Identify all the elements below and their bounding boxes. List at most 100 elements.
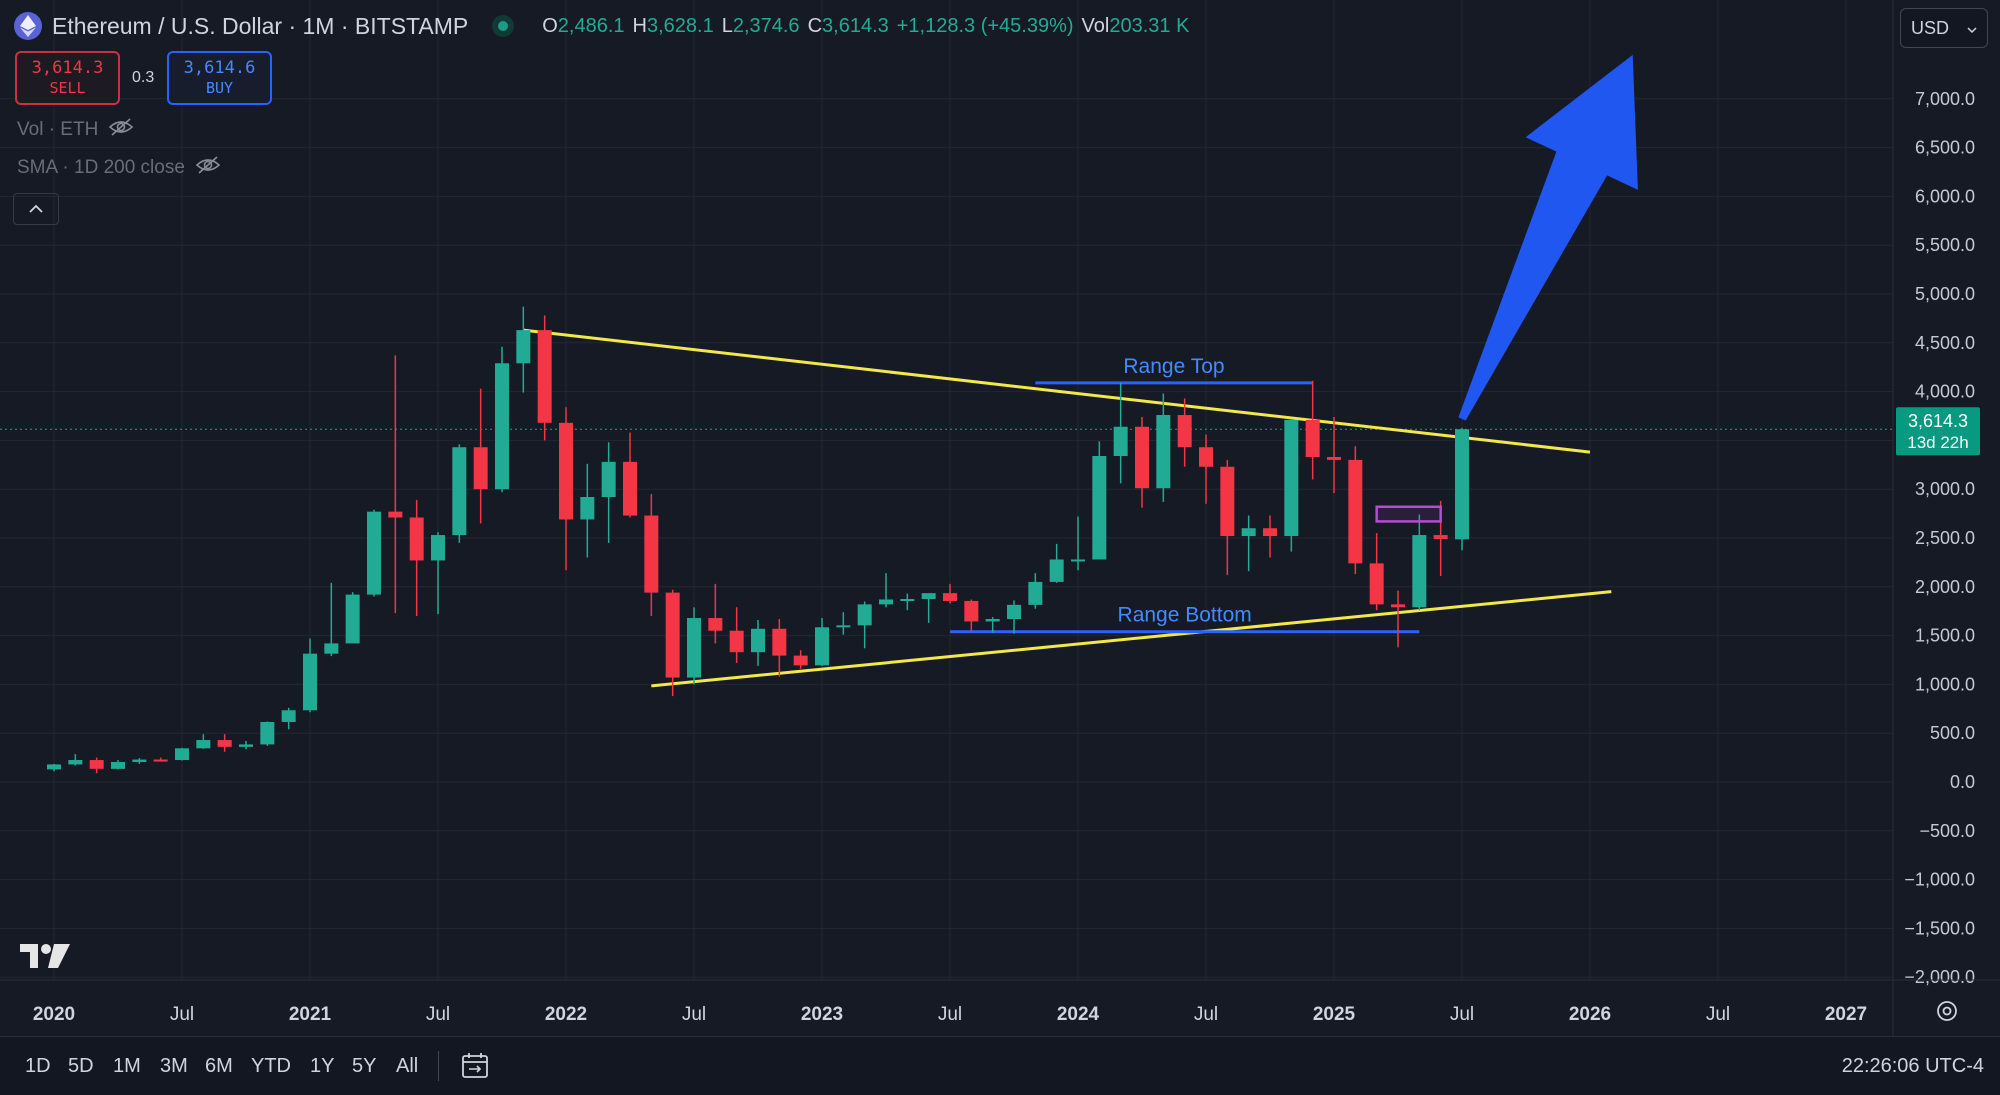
ohlc-change: +1,128.3 (+45.39%) (896, 14, 1074, 37)
candle (943, 593, 957, 601)
currency-select[interactable]: USD (1900, 8, 1988, 48)
candle (1241, 528, 1256, 537)
ohlc-open-label: O (542, 14, 558, 37)
candle (1455, 429, 1469, 540)
sell-button[interactable]: 3,614.3 SELL (15, 51, 120, 105)
ohlc-close: 3,614.3 (822, 14, 889, 37)
projection-arrow (1458, 54, 1638, 421)
x-tick-label: 2026 (1569, 1004, 1611, 1025)
y-tick-label: 6,500.0 (1915, 138, 1975, 158)
candle (900, 599, 915, 601)
ohlc-close-label: C (807, 14, 823, 37)
eye-hidden-icon[interactable] (195, 156, 221, 180)
candle (345, 594, 360, 644)
timeframe-all[interactable]: All (396, 1055, 419, 1077)
x-tick-label: Jul (938, 1004, 962, 1025)
x-tick-label: 2023 (801, 1004, 843, 1025)
timeframe-1y[interactable]: 1Y (310, 1055, 335, 1077)
indicator-sma[interactable]: SMA · 1D 200 close (17, 156, 221, 180)
timeframe-5y[interactable]: 5Y (352, 1055, 377, 1077)
price-tag-bg (1896, 407, 1980, 456)
candle (516, 330, 531, 364)
candle (1433, 535, 1448, 539)
volume-value: 203.31 K (1109, 14, 1190, 37)
chevron-up-icon (29, 200, 43, 218)
x-tick-label: Jul (170, 1004, 194, 1025)
candle (324, 643, 339, 654)
price-chart[interactable]: Range Top Range Bottom 7,000.0 6,500.0 6,00… (0, 0, 2000, 1036)
chart-settings-icon[interactable] (1934, 998, 1960, 1029)
candle (1071, 559, 1085, 562)
y-tick-label: −500.0 (1919, 821, 1975, 841)
bottom-toolbar: 1D 5D 1M 3M 6M YTD 1Y 5Y All 22:26:06 UT… (0, 1036, 2000, 1095)
candle (473, 447, 488, 490)
timeframe-6m[interactable]: 6M (205, 1055, 233, 1077)
y-tick-label: 2,500.0 (1915, 528, 1975, 548)
candle (153, 759, 168, 762)
candle (217, 740, 232, 747)
buy-button[interactable]: 3,614.6 BUY (167, 51, 272, 105)
volume-label: Vol (1081, 14, 1110, 37)
x-tick-label: 2027 (1825, 1004, 1867, 1025)
candle (1199, 447, 1213, 467)
x-tick-label: 2024 (1057, 1004, 1100, 1025)
date-range-icon[interactable] (460, 1051, 492, 1086)
trendline (651, 590, 1612, 688)
timeframe-3m[interactable]: 3M (160, 1055, 188, 1077)
indicator-volume[interactable]: Vol · ETH (17, 118, 134, 142)
tradingview-logo-icon[interactable] (20, 942, 70, 975)
candle (1156, 415, 1171, 489)
chevron-down-icon (1967, 18, 1977, 39)
ohlc-low: 2,374.6 (732, 14, 800, 37)
eye-hidden-icon[interactable] (108, 118, 134, 142)
candle (281, 710, 296, 722)
timeframe-1m[interactable]: 1M (113, 1055, 141, 1077)
y-tick-label: 5,000.0 (1915, 284, 1975, 304)
x-tick-label: 2025 (1313, 1004, 1356, 1025)
candle (1049, 559, 1064, 582)
candle (1305, 419, 1320, 457)
candle (1391, 604, 1405, 608)
candle (1220, 466, 1235, 537)
candle (1412, 535, 1427, 608)
candle (495, 363, 509, 490)
y-tick-label: 5,500.0 (1915, 235, 1975, 255)
candle (132, 759, 147, 762)
candle (964, 600, 979, 622)
y-tick-label: 4,000.0 (1915, 382, 1975, 402)
spread-value: 0.3 (132, 69, 155, 86)
candle (89, 760, 104, 769)
candle (921, 593, 936, 599)
buy-label: BUY (205, 79, 234, 97)
y-tick-label: −1,000.0 (1904, 870, 1975, 890)
ethereum-logo-icon (14, 12, 42, 40)
candle (47, 764, 61, 770)
symbol-title[interactable]: Ethereum / U.S. Dollar · 1M · BITSTAMP (52, 12, 469, 39)
y-tick-label: 1,000.0 (1915, 674, 1975, 694)
timeframe-ytd[interactable]: YTD (251, 1055, 291, 1077)
candle (644, 515, 659, 593)
candle (388, 511, 403, 518)
ohlc-high-label: H (632, 14, 647, 37)
candle (879, 599, 893, 605)
y-tick-label: 3,000.0 (1915, 479, 1975, 499)
candle (367, 511, 381, 595)
candle (409, 517, 424, 561)
candle (303, 653, 317, 711)
y-tick-label: −1,500.0 (1904, 918, 1975, 938)
market-status-icon[interactable] (492, 15, 515, 37)
candle (1113, 426, 1128, 457)
candle (1284, 419, 1299, 537)
candle (601, 461, 616, 498)
candle (239, 744, 253, 747)
target-zone (1375, 505, 1442, 523)
candle (175, 748, 189, 761)
timeframe-1d[interactable]: 1D (25, 1055, 51, 1077)
candle (1263, 528, 1277, 537)
clock[interactable]: 22:26:06 UTC-4 (1841, 1055, 1984, 1077)
timeframe-5d[interactable]: 5D (68, 1055, 94, 1077)
collapse-indicators-button[interactable] (13, 193, 59, 225)
candle (687, 618, 701, 678)
y-tick-label: −2,000.0 (1904, 967, 1975, 987)
